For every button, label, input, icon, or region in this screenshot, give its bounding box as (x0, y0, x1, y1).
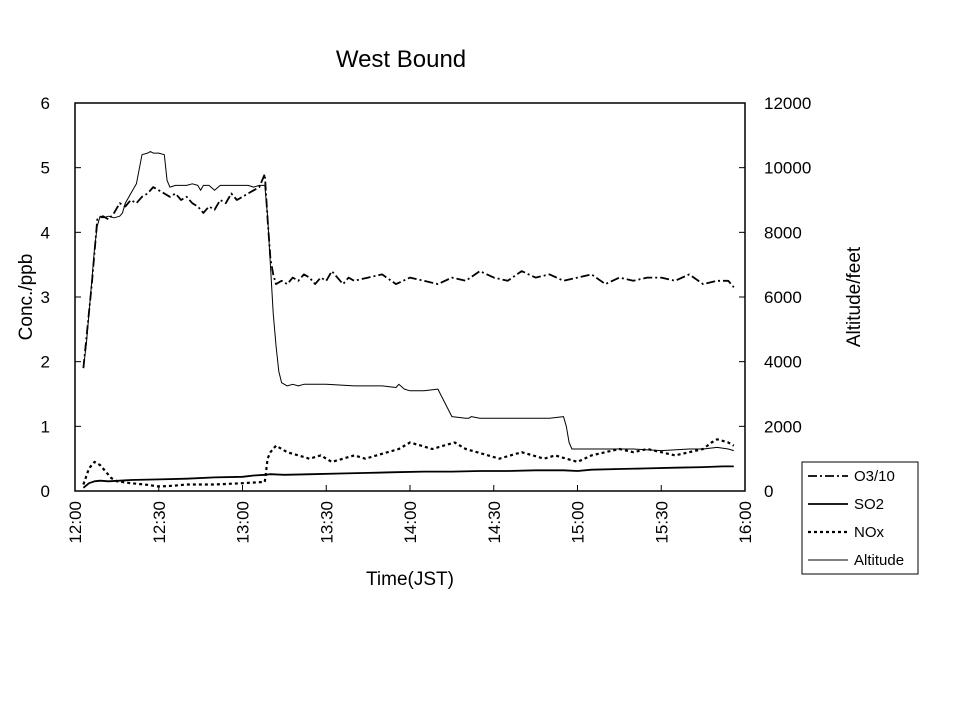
plot-area-frame (74, 102, 746, 492)
y-tick-label: 1 (41, 417, 50, 436)
y2-tick-label: 4000 (764, 353, 802, 372)
legend-box (801, 461, 919, 575)
series-line-nox (82, 438, 735, 488)
y2-tick-label: 8000 (764, 223, 802, 242)
y-axis-left: 0 1 2 3 4 5 6 (41, 94, 81, 501)
chart-title: West Bound (336, 46, 466, 73)
legend-label: SO2 (854, 496, 884, 513)
y-tick-label: 0 (41, 482, 50, 501)
y2-tick-label: 10000 (764, 159, 811, 178)
x-tick-label: 14:30 (485, 501, 504, 544)
y-axis-right: 0 2000 4000 6000 8000 10000 12000 (739, 94, 811, 501)
x-axis: 12:00 12:30 13:00 13:30 14:00 14:30 15:00 15:30… (66, 485, 755, 544)
x-tick-label: 14:00 (401, 501, 420, 544)
y2-tick-label: 6000 (764, 288, 802, 307)
x-tick-label: 12:00 (66, 501, 85, 544)
x-tick-label: 12:30 (150, 501, 169, 544)
y2-tick-label: 2000 (764, 417, 802, 436)
legend-label: NOx (854, 524, 885, 541)
y-tick-label: 3 (41, 288, 50, 307)
y2-axis-label: Altitude/feet (844, 246, 865, 347)
y-axis-label: Conc./ppb (16, 254, 37, 341)
x-tick-label: 13:30 (317, 501, 336, 544)
series-line-o3-10 (82, 173, 735, 369)
legend-label: Altitude (854, 552, 904, 569)
x-tick-label: 15:30 (652, 501, 671, 544)
series-line-so2 (82, 465, 734, 489)
x-axis-label: Time(JST) (366, 569, 454, 590)
legend: O3/10 SO2 NOx Altitude (801, 461, 919, 575)
y-tick-label: 4 (41, 223, 50, 242)
y2-tick-label: 0 (764, 482, 773, 501)
y-tick-label: 2 (41, 353, 50, 372)
series-layer (82, 151, 735, 489)
x-tick-label: 16:00 (736, 501, 755, 544)
legend-label: O3/10 (854, 468, 895, 485)
x-tick-label: 15:00 (569, 501, 588, 544)
y-tick-label: 5 (41, 159, 50, 178)
x-tick-label: 13:00 (234, 501, 253, 544)
y2-tick-label: 12000 (764, 94, 811, 113)
series-line-altitude (82, 151, 734, 452)
y-tick-label: 6 (41, 94, 50, 113)
